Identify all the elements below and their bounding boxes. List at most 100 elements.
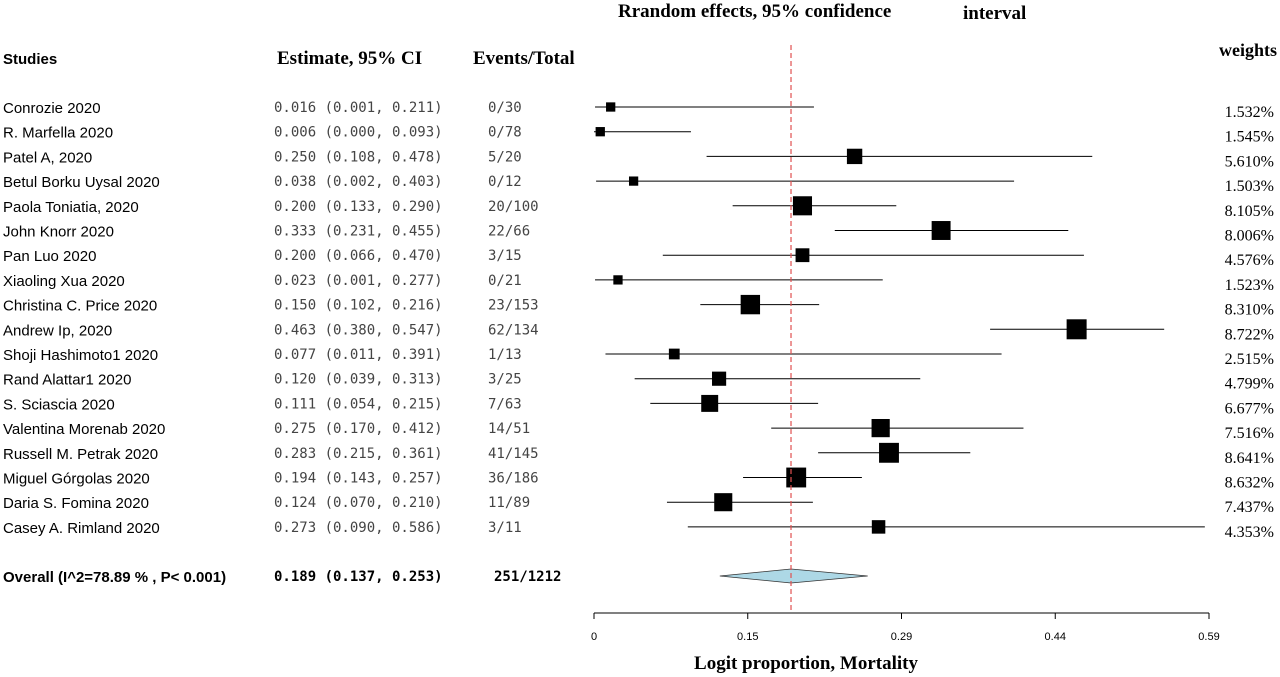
study-name: Valentina Morenab 2020 (3, 421, 165, 438)
study-name: Conrozie 2020 (3, 100, 101, 117)
study-weight: 8.632% (1225, 475, 1274, 492)
x-tick-label: 0.44 (1045, 631, 1066, 643)
studies-header: Studies (3, 51, 57, 68)
estimate-header: Estimate, 95% CI (277, 48, 422, 69)
study-ci-text: 0.333 (0.231, 0.455) (274, 224, 443, 240)
study-weight: 1.503% (1225, 178, 1274, 195)
study-ci-text: 0.250 (0.108, 0.478) (274, 149, 443, 165)
study-name: Andrew Ip, 2020 (3, 322, 112, 339)
study-name: Casey A. Rimland 2020 (3, 520, 160, 537)
study-point (871, 520, 886, 534)
study-events-total: 20/100 (488, 199, 539, 215)
weights-header: weights (1219, 40, 1277, 60)
study-events-total: 11/89 (488, 495, 530, 511)
study-ci-text: 0.150 (0.102, 0.216) (274, 298, 443, 314)
study-weight: 1.523% (1225, 277, 1274, 294)
study-events-total: 0/12 (488, 174, 522, 190)
study-ci-text: 0.111 (0.054, 0.215) (274, 396, 443, 412)
study-weight: 7.516% (1225, 425, 1274, 442)
study-weight: 6.677% (1225, 400, 1274, 417)
x-tick-label: 0.59 (1198, 631, 1219, 643)
study-name: Paola Toniatia, 2020 (3, 199, 139, 216)
study-ci-text: 0.194 (0.143, 0.257) (274, 471, 443, 487)
study-events-total: 3/25 (488, 372, 522, 388)
overall-label: Overall (I^2=78.89 % , P< 0.001) (3, 569, 226, 586)
study-events-total: 22/66 (488, 224, 530, 240)
study-events-total: 0/78 (488, 125, 522, 141)
study-name: R. Marfella 2020 (3, 125, 113, 142)
study-point (606, 102, 616, 112)
chart-title-suffix: interval (963, 3, 1026, 24)
study-name: Patel A, 2020 (3, 149, 92, 166)
study-events-total: 62/134 (488, 322, 539, 338)
study-point (714, 493, 733, 512)
study-name: Russell M. Petrak 2020 (3, 446, 158, 463)
study-name: Miguel Górgolas 2020 (3, 471, 150, 488)
study-ci-text: 0.463 (0.380, 0.547) (274, 322, 443, 338)
study-point (740, 294, 761, 315)
study-weight: 5.610% (1225, 153, 1274, 170)
study-point (871, 418, 890, 438)
study-ci-text: 0.038 (0.002, 0.403) (274, 174, 443, 190)
study-point (792, 196, 813, 216)
study-events-total: 0/30 (488, 100, 522, 116)
study-events-total: 7/63 (488, 396, 522, 412)
study-point (628, 176, 639, 186)
study-weight: 4.799% (1225, 376, 1274, 393)
study-point (595, 127, 605, 137)
study-name: Xiaoling Xua 2020 (3, 273, 125, 290)
study-events-total: 41/145 (488, 446, 539, 462)
study-ci-text: 0.006 (0.000, 0.093) (274, 125, 443, 141)
study-weight: 8.310% (1225, 302, 1274, 319)
study-ci-text: 0.200 (0.133, 0.290) (274, 199, 443, 215)
study-weight: 4.353% (1225, 524, 1274, 541)
study-ci-text: 0.016 (0.001, 0.211) (274, 100, 443, 116)
study-ci-text: 0.023 (0.001, 0.277) (274, 273, 443, 289)
study-events-total: 23/153 (488, 298, 539, 314)
x-tick-label: 0.15 (737, 631, 758, 643)
x-tick-label: 0 (591, 631, 597, 643)
events-header: Events/Total (473, 48, 575, 69)
study-weight: 8.105% (1225, 203, 1274, 220)
study-point (712, 371, 727, 386)
x-axis-label: Logit proportion, Mortality (694, 653, 918, 674)
study-weight: 8.006% (1225, 228, 1274, 245)
study-name: Shoji Hashimoto1 2020 (3, 347, 158, 364)
study-point (786, 467, 807, 488)
study-point (846, 148, 863, 165)
study-point (668, 348, 680, 360)
study-weight: 7.437% (1225, 499, 1274, 516)
x-axis: 0 0.15 0.29 0.44 0.59 (591, 612, 1220, 643)
overall-events-total: 251/1212 (494, 569, 561, 585)
study-ci-text: 0.275 (0.170, 0.412) (274, 421, 443, 437)
study-events-total: 36/186 (488, 471, 539, 487)
study-weight: 8.722% (1225, 326, 1274, 343)
study-weight: 8.641% (1225, 450, 1274, 467)
study-weight: 1.545% (1225, 129, 1274, 146)
study-point (795, 248, 810, 263)
study-name: Daria S. Fomina 2020 (3, 495, 149, 512)
study-name: Pan Luo 2020 (3, 248, 96, 265)
study-ci-text: 0.120 (0.039, 0.313) (274, 372, 443, 388)
study-rows: Conrozie 2020 0.016 (0.001, 0.211) 0/30 1.5… (3, 100, 1274, 541)
overall-row: Overall (I^2=78.89 % , P< 0.001) 0.189 (0… (3, 568, 868, 586)
study-point (879, 442, 899, 463)
study-point (1066, 319, 1087, 340)
study-ci-text: 0.200 (0.066, 0.470) (274, 248, 443, 264)
study-events-total: 5/20 (488, 149, 522, 165)
x-tick-label: 0.29 (891, 631, 912, 643)
study-name: Rand Alattar1 2020 (3, 372, 131, 389)
study-ci-text: 0.077 (0.011, 0.391) (274, 347, 443, 363)
study-weight: 2.515% (1225, 351, 1274, 368)
study-name: S. Sciascia 2020 (3, 396, 115, 413)
study-events-total: 3/15 (488, 248, 522, 264)
chart-title: Rrandom effects, 95% confidence (618, 1, 891, 22)
study-name: John Knorr 2020 (3, 224, 114, 241)
study-weight: 1.532% (1225, 104, 1274, 121)
study-ci-text: 0.283 (0.215, 0.361) (274, 446, 443, 462)
overall-diamond (719, 568, 868, 584)
study-point (931, 221, 951, 240)
study-ci-text: 0.273 (0.090, 0.586) (274, 520, 443, 536)
study-point (701, 394, 719, 412)
